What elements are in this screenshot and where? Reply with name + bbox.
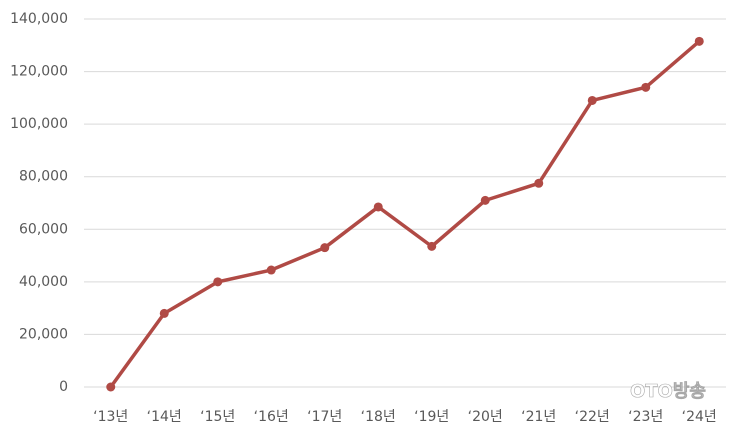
point — [587, 95, 597, 105]
x-tick-label: ‘13년 — [93, 409, 128, 425]
x-tick-label: ‘17년 — [307, 409, 342, 425]
point — [106, 382, 116, 392]
x-tick-label: ‘19년 — [414, 409, 449, 425]
y-tick-label: 80,000 — [19, 169, 68, 185]
y-tick-label: 120,000 — [10, 64, 68, 80]
point — [373, 202, 383, 212]
x-tick-label: ‘23년 — [628, 409, 663, 425]
point — [694, 36, 704, 46]
series-line — [109, 40, 701, 389]
x-tick-label: ‘20년 — [468, 409, 503, 425]
point — [320, 243, 330, 253]
y-tick-label: 0 — [59, 379, 68, 395]
x-tick-label: ‘24년 — [682, 409, 717, 425]
watermark: OTO방송 — [630, 381, 706, 402]
point — [480, 195, 490, 205]
point — [641, 82, 651, 92]
point — [159, 308, 169, 318]
x-tick-label: ‘21년 — [521, 409, 556, 425]
point — [213, 277, 223, 287]
x-tick-label: ‘16년 — [254, 409, 289, 425]
y-tick-label: 20,000 — [19, 326, 68, 342]
x-tick-label: ‘14년 — [147, 409, 182, 425]
x-tick-label: ‘22년 — [575, 409, 610, 425]
point — [427, 241, 437, 251]
y-tick-label: 100,000 — [10, 116, 68, 132]
point — [534, 178, 544, 188]
y-tick-label: 40,000 — [19, 274, 68, 290]
y-tick-label: 60,000 — [19, 221, 68, 237]
y-tick-label: 140,000 — [10, 11, 68, 27]
x-tick-label: ‘18년 — [361, 409, 396, 425]
x-tick-label: ‘15년 — [200, 409, 235, 425]
point — [266, 265, 276, 275]
